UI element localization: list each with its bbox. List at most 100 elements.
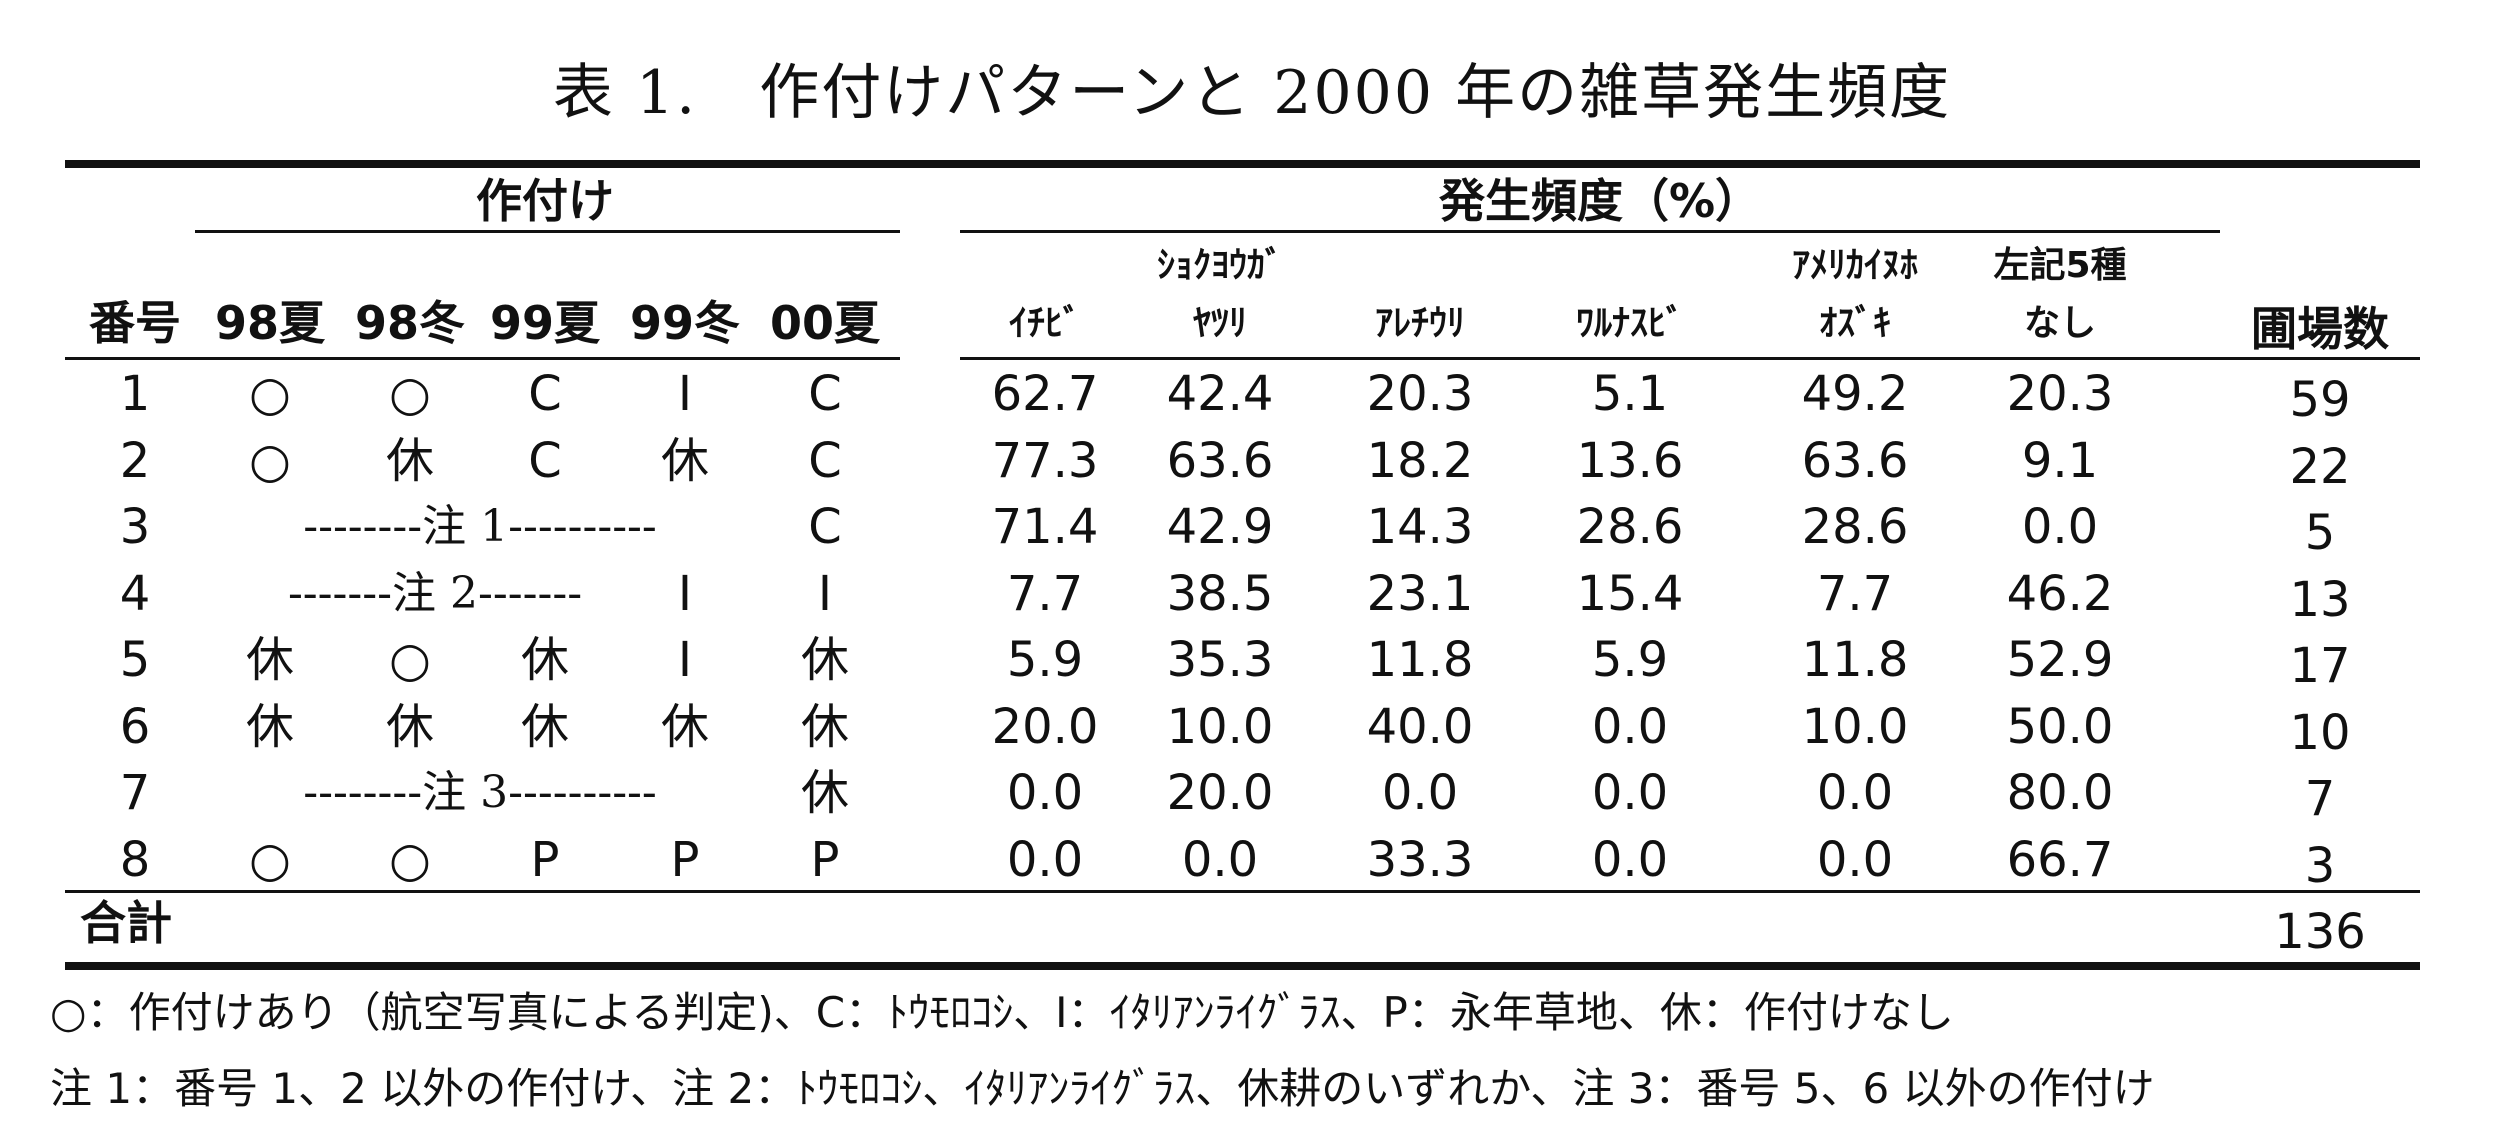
crop-cell: P	[530, 831, 560, 888]
frequency-cell: 11.8	[1366, 632, 1474, 688]
frequency-cell: 63.6	[1801, 432, 1909, 489]
col-header-weed-top: ｼｮｸﾖｳｶﾞ	[1157, 245, 1283, 286]
row-number: 4	[119, 565, 151, 622]
row-number: 5	[119, 632, 151, 688]
frequency-cell: 0.0	[2021, 499, 2099, 555]
frequency-cell: 5.1	[1591, 366, 1669, 422]
col-header-weed: ｱﾚﾁｳﾘ	[1375, 303, 1465, 344]
frequency-cell: 20.0	[1166, 765, 1274, 821]
total-fields: 136	[2274, 904, 2366, 960]
frequency-cell: 71.4	[991, 499, 1099, 555]
crop-cell: I	[677, 366, 693, 422]
frequency-cell: 0.0	[1816, 831, 1894, 888]
crop-cell: C	[528, 432, 562, 489]
crop-note-span: -------注 2-------	[287, 567, 583, 619]
frequency-cell: 18.2	[1366, 432, 1474, 489]
crop-cell: 休	[800, 632, 849, 688]
crop-cell: 休	[245, 632, 294, 688]
frequency-cell: 80.0	[2006, 765, 2114, 821]
crop-cell: ○	[249, 432, 291, 489]
frequency-cell: 62.7	[991, 366, 1099, 422]
frequency-cell: 7.7	[1816, 565, 1894, 622]
frequency-cell: 77.3	[991, 432, 1099, 489]
crop-cell: C	[808, 499, 842, 555]
crop-cell: 休	[660, 432, 709, 489]
col-header-season: 98夏	[214, 296, 325, 350]
cropping-group-rule	[195, 230, 900, 233]
header-bottom-rule-left	[65, 357, 900, 360]
frequency-cell: 0.0	[1006, 831, 1084, 888]
crop-cell: ○	[249, 366, 291, 422]
col-header-weed: なし	[2023, 303, 2096, 344]
crop-cell: I	[817, 565, 833, 622]
frequency-cell: 10.0	[1166, 698, 1274, 755]
frequency-cell: 35.3	[1166, 632, 1274, 688]
row-number: 7	[119, 765, 151, 821]
frequency-cell: 11.8	[1801, 632, 1909, 688]
crop-cell: ○	[389, 632, 431, 688]
frequency-group-rule	[960, 230, 2220, 233]
row-number: 8	[119, 831, 151, 888]
header-bottom-rule-right	[960, 357, 2420, 360]
top-rule	[65, 160, 2420, 168]
fields-cell: 5	[2304, 505, 2336, 561]
crop-note-span: --------注 1----------	[303, 501, 657, 552]
col-header-weed-top: ｱﾒﾘｶｲﾇﾎ	[1792, 245, 1918, 286]
frequency-cell: 42.9	[1166, 499, 1274, 555]
row-number: 3	[119, 499, 151, 555]
frequency-cell: 13.6	[1576, 432, 1684, 489]
col-header-weed: ﾜﾙﾅｽﾋﾞ	[1576, 303, 1684, 344]
crop-cell: C	[528, 366, 562, 422]
col-header-season: 00夏	[769, 296, 880, 350]
crop-cell: ○	[389, 831, 431, 888]
col-header-weed: ｵｽﾞｷ	[1819, 303, 1891, 344]
crop-cell: C	[808, 432, 842, 489]
crop-cell: 休	[385, 698, 434, 755]
crop-cell: 休	[660, 698, 709, 755]
col-header-weed: ﾔﾂﾘ	[1193, 303, 1247, 344]
frequency-cell: 28.6	[1576, 499, 1684, 555]
frequency-cell: 50.0	[2006, 698, 2114, 755]
frequency-cell: 63.6	[1166, 432, 1274, 489]
crop-cell: 休	[800, 698, 849, 755]
fields-cell: 10	[2289, 704, 2351, 761]
frequency-cell: 20.0	[991, 698, 1099, 755]
frequency-cell: 0.0	[1181, 831, 1259, 888]
col-header-season: 98冬	[354, 296, 465, 350]
fields-cell: 3	[2304, 837, 2336, 894]
col-header-weed-top: 左記5種	[1993, 245, 2127, 286]
crop-cell: 休	[385, 432, 434, 489]
crop-cell: C	[808, 366, 842, 422]
cropping-group-header: 作付け	[476, 174, 614, 228]
frequency-cell: 15.4	[1576, 565, 1684, 622]
frequency-cell: 9.1	[2021, 432, 2099, 489]
frequency-cell: 20.3	[2006, 366, 2114, 422]
table-caption: 表 1. 作付けパターンと 2000 年の雑草発生頻度	[552, 58, 1952, 128]
frequency-cell: 40.0	[1366, 698, 1474, 755]
frequency-cell: 7.7	[1006, 565, 1084, 622]
crop-cell: ○	[389, 366, 431, 422]
frequency-cell: 5.9	[1591, 632, 1669, 688]
crop-cell: 休	[800, 765, 849, 821]
crop-cell: 休	[245, 698, 294, 755]
fields-cell: 13	[2289, 571, 2351, 628]
row-number: 1	[119, 366, 151, 422]
frequency-cell: 0.0	[1591, 831, 1669, 888]
frequency-cell: 0.0	[1816, 765, 1894, 821]
frequency-cell: 52.9	[2006, 632, 2114, 688]
crop-cell: ○	[249, 831, 291, 888]
frequency-cell: 28.6	[1801, 499, 1909, 555]
frequency-cell: 46.2	[2006, 565, 2114, 622]
col-header-weed: ｲﾁﾋﾞ	[1009, 303, 1081, 344]
frequency-cell: 0.0	[1006, 765, 1084, 821]
footnote-legend: ○：作付けあり（航空写真による判定)、C：ﾄｳﾓﾛｺｼ、I：ｲﾀﾘｱﾝﾗｲｸﾞﾗ…	[50, 988, 1954, 1037]
crop-cell: I	[677, 565, 693, 622]
crop-cell: P	[670, 831, 700, 888]
frequency-cell: 20.3	[1366, 366, 1474, 422]
frequency-cell: 33.3	[1366, 831, 1474, 888]
frequency-cell: 42.4	[1166, 366, 1274, 422]
frequency-cell: 14.3	[1366, 499, 1474, 555]
frequency-cell: 23.1	[1366, 565, 1474, 622]
crop-cell: I	[677, 632, 693, 688]
fields-cell: 17	[2289, 638, 2351, 694]
